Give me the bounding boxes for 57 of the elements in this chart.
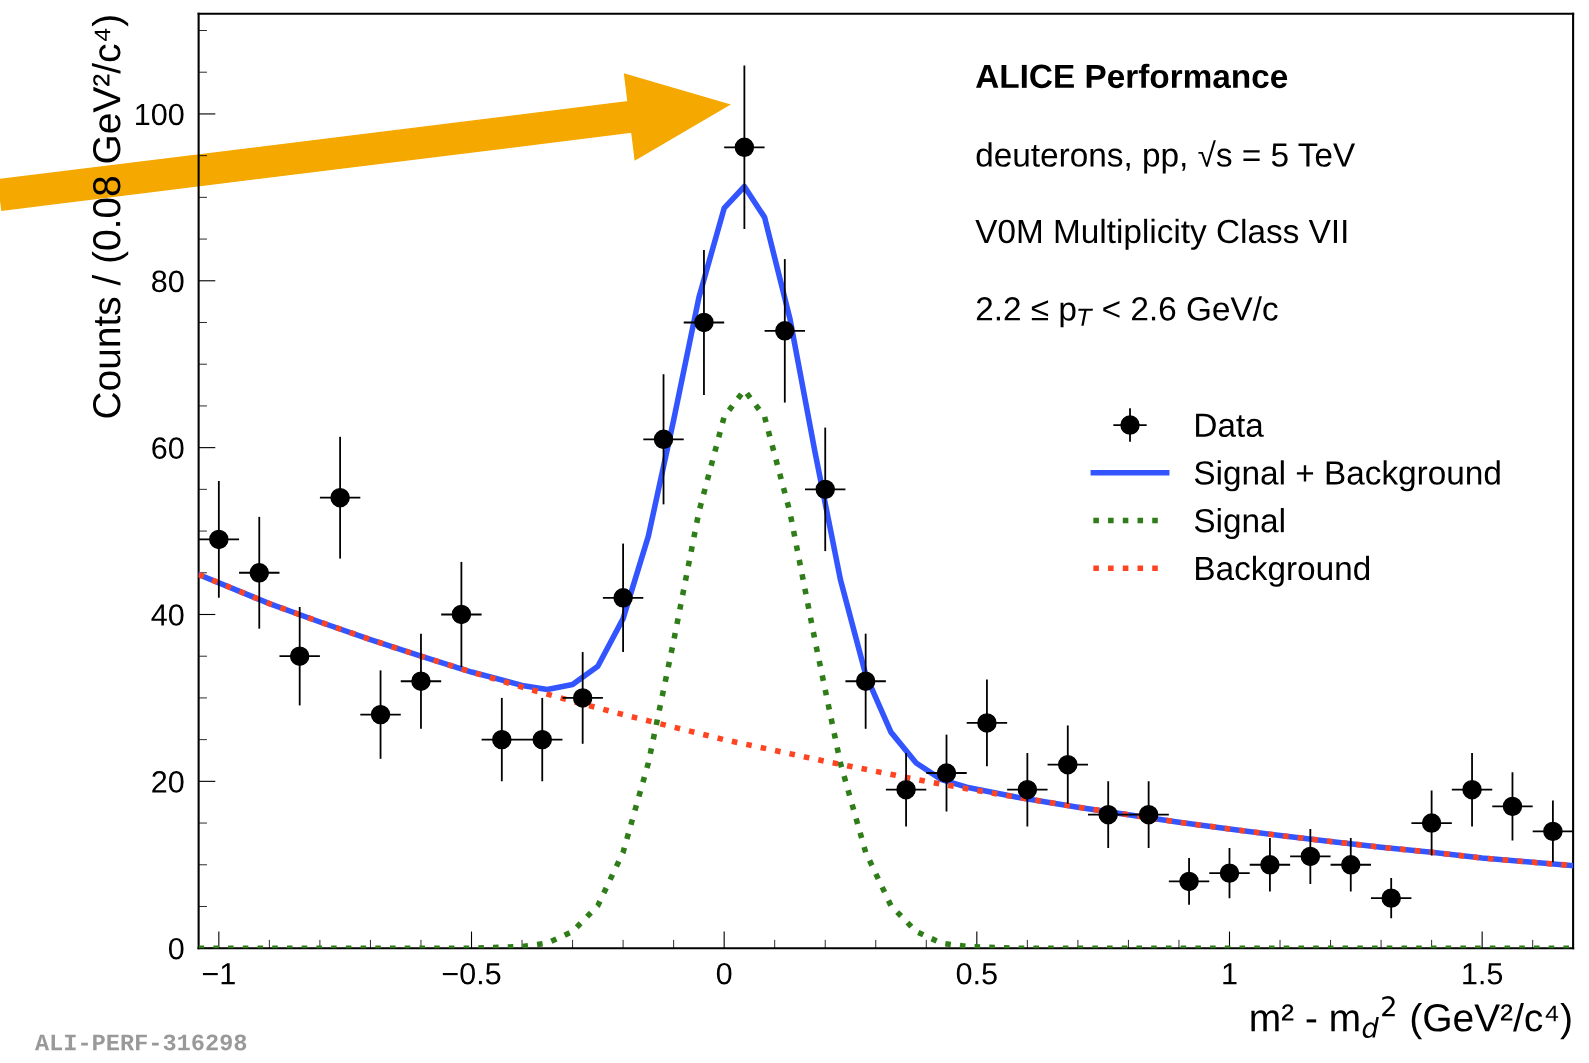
legend-label: Signal xyxy=(1194,508,1284,540)
y-tick-label: 0 xyxy=(168,937,184,960)
point xyxy=(1219,863,1240,883)
point xyxy=(289,646,310,666)
point xyxy=(855,671,876,691)
point xyxy=(370,704,391,725)
y-tick-label: 100 xyxy=(136,103,184,126)
point xyxy=(209,529,229,550)
point xyxy=(1179,871,1199,892)
point xyxy=(775,321,795,341)
point xyxy=(1260,855,1280,875)
point xyxy=(694,312,714,333)
point xyxy=(330,487,350,508)
point xyxy=(451,604,472,625)
point xyxy=(734,137,755,158)
point xyxy=(1098,804,1118,825)
legend-label: Signal + Background xyxy=(1194,460,1500,492)
x-tick-label: 0 xyxy=(716,962,732,985)
x-tick-label: 1 xyxy=(1223,963,1237,985)
x-tick-label: 1.5 xyxy=(1463,963,1503,985)
point xyxy=(572,688,593,708)
x-tick-label: −0.5 xyxy=(442,962,501,985)
point xyxy=(896,779,916,800)
point xyxy=(1502,796,1523,817)
point xyxy=(1543,821,1563,842)
point xyxy=(936,763,957,783)
point xyxy=(492,729,512,750)
point xyxy=(1300,846,1321,867)
point xyxy=(977,713,997,733)
x-tick-label: 0.5 xyxy=(956,962,997,985)
legend-label: Background xyxy=(1196,555,1370,587)
point xyxy=(1341,855,1361,875)
point xyxy=(532,729,552,750)
point xyxy=(249,563,269,583)
annotation: ALICE Performance xyxy=(976,63,1288,89)
point xyxy=(613,588,633,608)
annotation: 2.2 ≤ p$_{T}$ < 2.6 GeV/c xyxy=(976,296,1278,328)
y-axis-title: Counts / (0.08 GeV²/c⁴) xyxy=(91,16,129,418)
legend-label: Data xyxy=(1196,413,1264,438)
y-tick-label: 40 xyxy=(151,604,184,626)
point xyxy=(1138,804,1159,825)
point xyxy=(1421,813,1442,833)
point xyxy=(815,479,835,500)
annotation: V0M Multiplicity Class VII xyxy=(975,218,1347,250)
y-tick-label: 20 xyxy=(152,771,184,793)
point xyxy=(1462,779,1482,800)
text: ALI-PERF-316298 xyxy=(34,1034,247,1051)
point xyxy=(411,671,431,691)
annotation: deuterons, pp, √s = 5 TeV xyxy=(976,140,1356,174)
x-tick-label: −1 xyxy=(202,963,235,985)
point xyxy=(1017,779,1038,800)
point xyxy=(1058,754,1078,775)
y-tick-label: 60 xyxy=(152,437,184,460)
point xyxy=(1381,888,1401,908)
x-axis-title: m² - m$_{d}$$^{2}$ (GeV²/c⁴) xyxy=(1251,996,1571,1040)
y-tick-label: 80 xyxy=(152,270,184,293)
point xyxy=(653,429,674,450)
